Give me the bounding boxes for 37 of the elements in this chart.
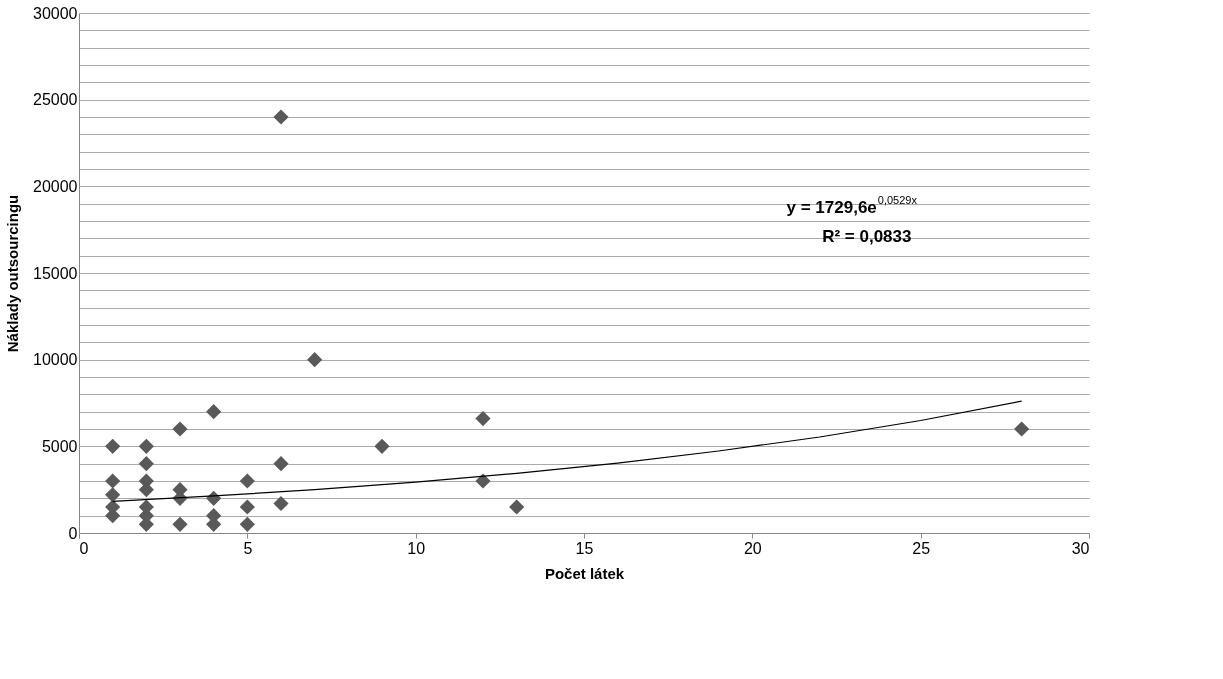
point	[138, 456, 154, 472]
x-tick-label: 5	[243, 539, 253, 557]
point	[374, 438, 390, 454]
point	[509, 499, 525, 515]
point	[1014, 421, 1030, 437]
point	[206, 404, 222, 420]
point	[475, 473, 491, 489]
point	[273, 456, 289, 472]
y-tick-label: 5000	[41, 437, 78, 455]
point	[105, 438, 121, 454]
annotation: R² = 0,0833	[822, 226, 912, 246]
point	[273, 495, 289, 512]
point	[307, 352, 323, 368]
x-tick-label: 25	[912, 539, 931, 557]
point	[475, 411, 491, 427]
y-tick-label: 10000	[33, 351, 78, 369]
point	[138, 438, 154, 454]
point	[239, 499, 255, 515]
point	[105, 487, 121, 503]
y-tick-label: 0	[68, 524, 78, 542]
y-tick-label: 15000	[33, 264, 78, 282]
point	[239, 516, 255, 532]
y-tick-label: 20000	[33, 177, 78, 195]
point	[172, 421, 188, 437]
x-tick-label: 0	[79, 539, 89, 557]
y-tick-label: 30000	[33, 4, 78, 22]
point	[105, 473, 121, 489]
y-axis-title: Náklady outsourcingu	[4, 194, 22, 353]
x-tick-label: 15	[575, 539, 594, 557]
x-axis-title: Počet látek	[544, 564, 625, 582]
x-tick-label: 10	[407, 539, 426, 557]
x-tick-label: 20	[743, 539, 762, 557]
x-tick-label: 30	[1071, 539, 1090, 557]
point	[239, 473, 255, 489]
point	[172, 516, 188, 532]
point	[273, 109, 289, 125]
y-tick-label: 25000	[33, 91, 78, 109]
